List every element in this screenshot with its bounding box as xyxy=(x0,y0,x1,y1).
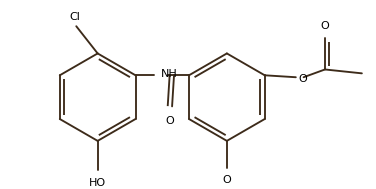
Text: O: O xyxy=(321,21,329,31)
Text: O: O xyxy=(299,74,308,84)
Text: HO: HO xyxy=(89,178,106,188)
Text: Cl: Cl xyxy=(69,12,80,22)
Text: O: O xyxy=(223,175,231,185)
Text: O: O xyxy=(166,116,174,126)
Text: NH: NH xyxy=(161,69,177,79)
